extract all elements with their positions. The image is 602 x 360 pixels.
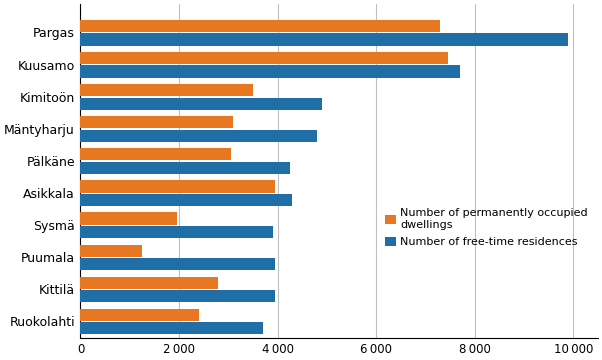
Bar bbox=[81, 322, 263, 334]
Bar bbox=[81, 20, 440, 32]
Bar bbox=[81, 180, 275, 193]
Bar bbox=[81, 98, 322, 110]
Bar bbox=[81, 212, 176, 225]
Bar bbox=[81, 33, 568, 46]
Bar bbox=[81, 52, 447, 64]
Bar bbox=[81, 290, 275, 302]
Bar bbox=[81, 162, 290, 174]
Legend: Number of permanently occupied
dwellings, Number of free-time residences: Number of permanently occupied dwellings… bbox=[380, 204, 592, 252]
Bar bbox=[81, 116, 233, 129]
Bar bbox=[81, 84, 253, 96]
Bar bbox=[81, 258, 275, 270]
Bar bbox=[81, 226, 273, 238]
Bar bbox=[81, 309, 199, 321]
Bar bbox=[81, 277, 219, 289]
Bar bbox=[81, 66, 460, 78]
Bar bbox=[81, 130, 317, 142]
Bar bbox=[81, 244, 142, 257]
Bar bbox=[81, 148, 231, 161]
Bar bbox=[81, 194, 293, 206]
